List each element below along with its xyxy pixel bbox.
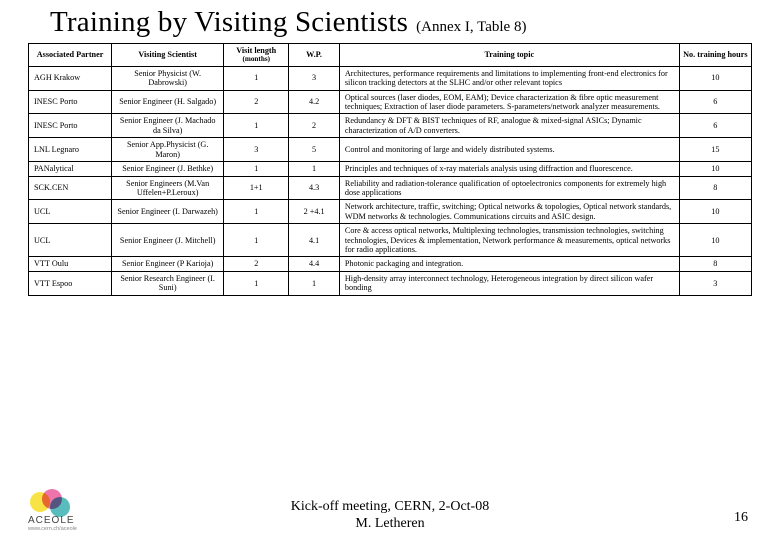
footer-line2: M. Letheren xyxy=(291,516,489,533)
cell-c1: Senior Engineer (J. Bethke) xyxy=(112,162,224,176)
cell-c3: 1 xyxy=(289,162,340,176)
cell-c1: Senior Engineer (J. Machado da Silva) xyxy=(112,114,224,138)
cell-c0: UCL xyxy=(29,200,112,224)
cell-c4: High-density array interconnect technolo… xyxy=(339,271,679,295)
cell-c1: Senior Research Engineer (I. Suni) xyxy=(112,271,224,295)
th-visit-length: Visit length (months) xyxy=(224,44,289,67)
table-row: INESC PortoSenior Engineer (H. Salgado)2… xyxy=(29,90,752,114)
cell-c1: Senior Engineer (I. Darwazeh) xyxy=(112,200,224,224)
cell-c2: 1 xyxy=(224,224,289,257)
cell-c0: INESC Porto xyxy=(29,114,112,138)
logo: ACEOLE www.cern.ch/aceole xyxy=(28,489,77,532)
cell-c0: INESC Porto xyxy=(29,90,112,114)
cell-c2: 2 xyxy=(224,90,289,114)
th-partner: Associated Partner xyxy=(29,44,112,67)
page-title: Training by Visiting Scientists xyxy=(50,6,408,39)
cell-c5: 8 xyxy=(679,257,751,271)
cell-c5: 10 xyxy=(679,66,751,90)
table-row: INESC PortoSenior Engineer (J. Machado d… xyxy=(29,114,752,138)
table-row: LNL LegnaroSenior App.Physicist (G. Maro… xyxy=(29,138,752,162)
cell-c3: 4.4 xyxy=(289,257,340,271)
table-header-row: Associated Partner Visiting Scientist Vi… xyxy=(29,44,752,67)
footer-line1: Kick-off meeting, CERN, 2-Oct-08 xyxy=(291,499,489,516)
cell-c2: 2 xyxy=(224,257,289,271)
cell-c0: SCK.CEN xyxy=(29,176,112,200)
cell-c3: 4.1 xyxy=(289,224,340,257)
cell-c5: 8 xyxy=(679,176,751,200)
table-row: UCLSenior Engineer (I. Darwazeh)12 +4.1N… xyxy=(29,200,752,224)
cell-c4: Redundancy & DFT & BIST techniques of RF… xyxy=(339,114,679,138)
cell-c2: 1 xyxy=(224,162,289,176)
cell-c2: 3 xyxy=(224,138,289,162)
cell-c5: 15 xyxy=(679,138,751,162)
cell-c1: Senior Engineers (M.Van Uffelen+P.Leroux… xyxy=(112,176,224,200)
cell-c1: Senior Engineer (J. Mitchell) xyxy=(112,224,224,257)
cell-c4: Core & access optical networks, Multiple… xyxy=(339,224,679,257)
cell-c1: Senior App.Physicist (G. Maron) xyxy=(112,138,224,162)
logo-icon xyxy=(28,489,74,517)
cell-c4: Reliability and radiation-tolerance qual… xyxy=(339,176,679,200)
cell-c2: 1 xyxy=(224,271,289,295)
cell-c4: Control and monitoring of large and wide… xyxy=(339,138,679,162)
th-scientist: Visiting Scientist xyxy=(112,44,224,67)
th-visit-length-sub: (months) xyxy=(227,55,285,63)
cell-c5: 6 xyxy=(679,114,751,138)
table-row: VTT OuluSenior Engineer (P Karioja)24.4P… xyxy=(29,257,752,271)
table-row: SCK.CENSenior Engineers (M.Van Uffelen+P… xyxy=(29,176,752,200)
cell-c3: 1 xyxy=(289,271,340,295)
cell-c3: 2 xyxy=(289,114,340,138)
table-row: PANalyticalSenior Engineer (J. Bethke)11… xyxy=(29,162,752,176)
cell-c2: 1 xyxy=(224,200,289,224)
cell-c0: VTT Oulu xyxy=(29,257,112,271)
cell-c4: Network architecture, traffic, switching… xyxy=(339,200,679,224)
cell-c3: 2 +4.1 xyxy=(289,200,340,224)
table-body: AGH KrakowSenior Physicist (W. Dabrowski… xyxy=(29,66,752,295)
cell-c0: LNL Legnaro xyxy=(29,138,112,162)
cell-c1: Senior Engineer (H. Salgado) xyxy=(112,90,224,114)
cell-c4: Photonic packaging and integration. xyxy=(339,257,679,271)
cell-c5: 6 xyxy=(679,90,751,114)
footer: ACEOLE www.cern.ch/aceole Kick-off meeti… xyxy=(0,489,780,532)
footer-center: Kick-off meeting, CERN, 2-Oct-08 M. Leth… xyxy=(291,499,489,533)
th-wp: W.P. xyxy=(289,44,340,67)
logo-dot-teal xyxy=(50,497,70,517)
cell-c2: 1 xyxy=(224,114,289,138)
cell-c3: 4.3 xyxy=(289,176,340,200)
th-topic: Training topic xyxy=(339,44,679,67)
cell-c5: 10 xyxy=(679,162,751,176)
table-row: UCLSenior Engineer (J. Mitchell)14.1Core… xyxy=(29,224,752,257)
cell-c5: 10 xyxy=(679,224,751,257)
cell-c3: 4.2 xyxy=(289,90,340,114)
cell-c4: Principles and techniques of x-ray mater… xyxy=(339,162,679,176)
title-row: Training by Visiting Scientists (Annex I… xyxy=(50,6,752,39)
cell-c3: 5 xyxy=(289,138,340,162)
cell-c0: VTT Espoo xyxy=(29,271,112,295)
cell-c0: AGH Krakow xyxy=(29,66,112,90)
page-number: 16 xyxy=(734,510,748,526)
table-row: VTT EspooSenior Research Engineer (I. Su… xyxy=(29,271,752,295)
cell-c4: Architectures, performance requirements … xyxy=(339,66,679,90)
cell-c3: 3 xyxy=(289,66,340,90)
cell-c1: Senior Engineer (P Karioja) xyxy=(112,257,224,271)
training-table: Associated Partner Visiting Scientist Vi… xyxy=(28,43,752,296)
th-hours: No. training hours xyxy=(679,44,751,67)
th-visit-length-main: Visit length xyxy=(236,46,276,55)
cell-c5: 10 xyxy=(679,200,751,224)
cell-c4: Optical sources (laser diodes, EOM, EAM)… xyxy=(339,90,679,114)
logo-url: www.cern.ch/aceole xyxy=(28,526,77,532)
slide: Training by Visiting Scientists (Annex I… xyxy=(0,0,780,540)
cell-c5: 3 xyxy=(679,271,751,295)
cell-c2: 1+1 xyxy=(224,176,289,200)
cell-c0: UCL xyxy=(29,224,112,257)
annex-label: (Annex I, Table 8) xyxy=(416,19,526,36)
cell-c2: 1 xyxy=(224,66,289,90)
cell-c0: PANalytical xyxy=(29,162,112,176)
table-row: AGH KrakowSenior Physicist (W. Dabrowski… xyxy=(29,66,752,90)
cell-c1: Senior Physicist (W. Dabrowski) xyxy=(112,66,224,90)
